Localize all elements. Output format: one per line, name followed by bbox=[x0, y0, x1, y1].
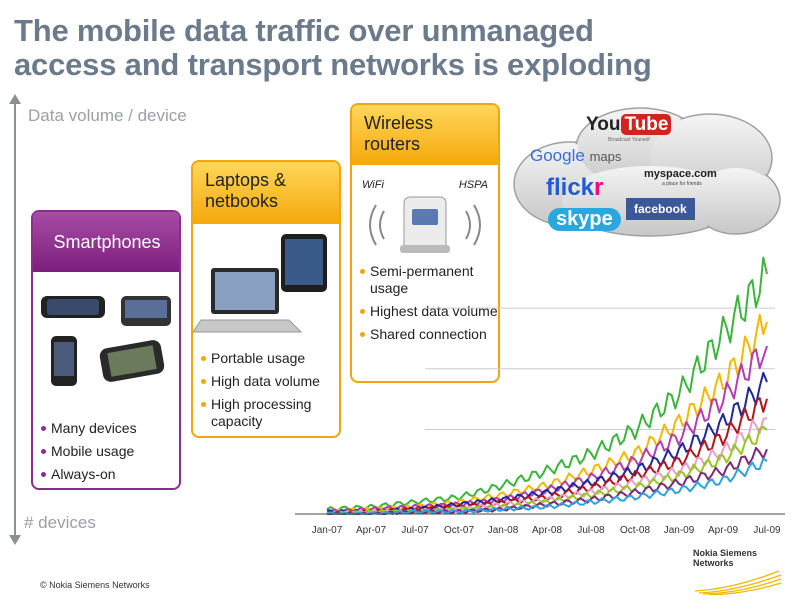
axis-top-label: Data volume / device bbox=[28, 106, 187, 125]
wireless-router-icon bbox=[400, 196, 450, 253]
youtube-tagline: Broadcast Yourself bbox=[608, 137, 650, 143]
list-item: Many devices bbox=[39, 420, 137, 437]
chart-series-line bbox=[326, 371, 768, 515]
skype-logo: skype bbox=[548, 208, 621, 231]
chart-series-line bbox=[327, 446, 768, 515]
chart-series-line bbox=[326, 425, 768, 515]
list-item: Semi-permanent usage bbox=[358, 263, 498, 297]
chart-x-tick-label: Oct-07 bbox=[443, 525, 475, 536]
signal-waves-icon bbox=[369, 204, 481, 246]
wifi-label: WiFi bbox=[362, 179, 384, 191]
nokia-siemens-logo: Nokia Siemens Networks bbox=[693, 548, 783, 595]
chart-x-tick-label: Jul-07 bbox=[401, 525, 429, 536]
list-item: High processing capacity bbox=[199, 396, 339, 430]
chart-x-tick-label: Jan-08 bbox=[487, 525, 519, 536]
smartphone-icon bbox=[41, 296, 105, 318]
chart-x-tick-label: Jan-07 bbox=[311, 525, 343, 536]
routers-card-title-line-2: routers bbox=[364, 134, 421, 154]
chart-x-tick-label: Apr-08 bbox=[531, 525, 563, 536]
axis-bottom-label: # devices bbox=[24, 513, 96, 532]
chart-x-tick-label: Jan-09 bbox=[663, 525, 695, 536]
arrow-up-icon bbox=[9, 94, 21, 104]
chart-series-line bbox=[326, 313, 768, 514]
smartphones-card-title: Smartphones bbox=[33, 212, 179, 272]
chart-x-tick-label: Oct-08 bbox=[619, 525, 651, 536]
chart-x-tick-label: Apr-09 bbox=[707, 525, 739, 536]
routers-card: Wireless routers WiFi HSPA Semi-permanen… bbox=[350, 103, 500, 383]
facebook-logo: facebook bbox=[626, 198, 695, 220]
youtube-logo: You Tube bbox=[586, 114, 672, 136]
routers-card-title: Wireless routers bbox=[352, 105, 498, 165]
laptops-card-title: Laptops & netbooks bbox=[193, 162, 339, 224]
chart-x-tick-label: Apr-07 bbox=[355, 525, 387, 536]
list-item: Shared connection bbox=[358, 326, 498, 343]
vertical-axis-line bbox=[14, 100, 16, 540]
routers-card-title-line-1: Wireless bbox=[364, 113, 434, 133]
list-item: Portable usage bbox=[199, 350, 339, 367]
smartphone-icon bbox=[99, 340, 165, 382]
page-title: The mobile data traffic over unmanaged a… bbox=[14, 14, 784, 82]
flickr-logo-pink: r bbox=[594, 174, 604, 201]
myspace-logo: myspace.com bbox=[644, 168, 717, 180]
laptop-icon bbox=[193, 268, 303, 333]
smartphones-card: Smartphones Many devices Mobile usage Al… bbox=[31, 210, 181, 490]
nsn-logo-line-2: Networks bbox=[693, 558, 734, 568]
google-logo-text: Google bbox=[530, 146, 585, 165]
page-title-line-2: access and transport networks is explodi… bbox=[14, 47, 652, 82]
copyright-text: © Nokia Siemens Networks bbox=[40, 580, 150, 590]
nsn-swoosh-icon bbox=[694, 570, 782, 595]
chart-series-line bbox=[326, 457, 768, 515]
google-maps-logo: Google maps bbox=[530, 146, 621, 166]
smartphone-icon bbox=[121, 296, 171, 326]
list-item: High data volume bbox=[199, 373, 339, 390]
laptops-card: Laptops & netbooks Portable usage High d… bbox=[191, 160, 341, 438]
list-item: Mobile usage bbox=[39, 443, 137, 460]
chart-x-tick-label: Jul-09 bbox=[753, 525, 781, 536]
chart-series-line bbox=[326, 417, 768, 515]
chart-series-line bbox=[326, 397, 768, 515]
smartphones-illustration bbox=[41, 296, 171, 386]
chart-x-tick-label: Jul-08 bbox=[577, 525, 605, 536]
youtube-logo-tube: Tube bbox=[621, 114, 672, 135]
chart-series bbox=[326, 256, 768, 515]
list-item: Always-on bbox=[39, 466, 137, 483]
hspa-label: HSPA bbox=[458, 179, 488, 191]
traffic-chart bbox=[295, 256, 785, 515]
web-services-cloud: You Tube Broadcast Yourself Google maps m… bbox=[510, 104, 782, 240]
list-item: Highest data volume bbox=[358, 303, 498, 320]
flickr-logo: flickr bbox=[546, 174, 603, 202]
chart-series-line bbox=[326, 256, 768, 512]
arrow-down-icon bbox=[9, 535, 21, 545]
laptops-illustration bbox=[193, 234, 327, 333]
tablet-icon bbox=[281, 234, 327, 292]
laptops-card-title-line-2: netbooks bbox=[205, 191, 279, 211]
flickr-logo-blue: flick bbox=[546, 174, 595, 201]
myspace-tagline: a place for friends bbox=[662, 181, 702, 187]
maps-logo-text: maps bbox=[589, 149, 622, 164]
nsn-logo-line-1: Nokia Siemens bbox=[693, 548, 758, 558]
laptops-card-title-line-1: Laptops & bbox=[205, 170, 287, 190]
youtube-logo-you: You bbox=[586, 114, 621, 135]
router-illustration bbox=[369, 196, 481, 253]
smartphone-icon bbox=[51, 336, 77, 386]
page-title-line-1: The mobile data traffic over unmanaged bbox=[14, 13, 594, 48]
